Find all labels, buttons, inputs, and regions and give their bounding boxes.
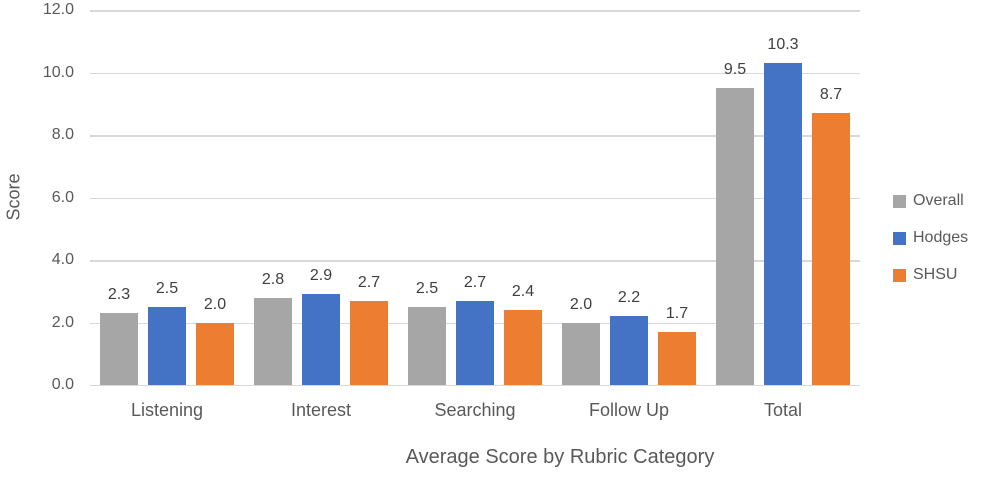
- category-label: Listening: [130, 400, 204, 420]
- bar-overall-follow-up: [562, 322, 600, 385]
- bar-shsu-listening: [196, 322, 234, 385]
- bar-hodges-listening: [148, 306, 186, 385]
- y-tick-label: 6.0: [51, 188, 74, 206]
- x-axis-title: Average Score by Rubric Category: [405, 446, 715, 468]
- data-label: 2.7: [463, 273, 487, 291]
- category-label: Searching: [434, 400, 516, 420]
- data-label: 2.0: [203, 295, 227, 313]
- gridline: [90, 72, 860, 74]
- data-label: 9.5: [723, 61, 747, 79]
- gridline: [90, 197, 860, 199]
- bar-shsu-interest: [350, 300, 388, 385]
- bar-hodges-interest: [302, 294, 340, 385]
- bar-hodges-follow-up: [610, 316, 648, 385]
- y-tick-label: 0.0: [51, 376, 74, 393]
- bar-overall-searching: [408, 306, 446, 385]
- legend-item-hodges: Hodges: [893, 229, 968, 247]
- legend-label: SHSU: [913, 266, 958, 283]
- bar-overall-interest: [254, 297, 292, 385]
- plot-area: 2.3 2.5 2.0 2.8 2.9 2.7 2.5 2.7 2.4 2.0 2.2 1.7 9.5 1…: [90, 10, 860, 386]
- data-label: 2.2: [617, 289, 641, 307]
- x-axis-line: [90, 384, 860, 386]
- legend-item-shsu: SHSU: [893, 266, 957, 284]
- legend-item-overall: Overall: [893, 192, 964, 210]
- data-label: 8.7: [819, 86, 843, 104]
- legend-swatch-icon: [893, 194, 906, 208]
- bar-hodges-total: [764, 63, 802, 385]
- data-label: 2.9: [309, 267, 333, 285]
- data-label: 2.8: [261, 270, 285, 288]
- legend-label: Hodges: [913, 229, 969, 246]
- data-label: 2.0: [569, 295, 593, 313]
- y-tick-label: 10.0: [42, 63, 74, 81]
- legend-label: Overall: [913, 192, 964, 209]
- legend-swatch-icon: [893, 231, 906, 245]
- legend-swatch-icon: [893, 268, 906, 282]
- gridline: [90, 10, 860, 12]
- y-tick-label: 4.0: [51, 251, 74, 268]
- gridline: [90, 260, 860, 262]
- data-label: 2.4: [511, 283, 535, 300]
- data-label: 2.5: [415, 279, 439, 297]
- bar-overall-total: [716, 88, 754, 385]
- data-label: 2.5: [155, 279, 179, 297]
- data-label: 2.7: [357, 273, 381, 291]
- data-label: 10.3: [767, 36, 799, 54]
- category-label: Interest: [290, 400, 352, 420]
- bar-overall-listening: [100, 313, 138, 385]
- y-tick-label: 12.0: [42, 1, 74, 18]
- bar-shsu-total: [812, 113, 850, 385]
- y-tick-label: 8.0: [51, 126, 74, 143]
- category-label: Follow Up: [588, 400, 670, 420]
- category-label: Total: [763, 400, 803, 420]
- bar-shsu-searching: [504, 310, 542, 385]
- y-tick-label: 2.0: [51, 313, 74, 331]
- data-label: 2.3: [107, 286, 131, 304]
- gridline: [90, 135, 860, 137]
- bar-shsu-follow-up: [658, 331, 696, 385]
- bar-hodges-searching: [456, 300, 494, 385]
- data-label: 1.7: [665, 304, 689, 322]
